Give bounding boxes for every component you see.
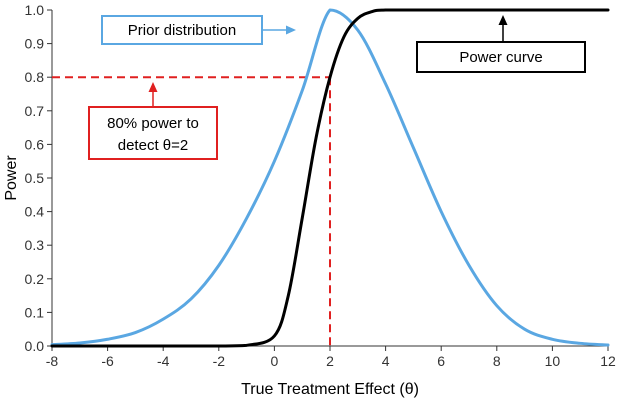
threshold-label-line2: detect θ=2	[118, 137, 188, 154]
x-tick-label: -6	[101, 353, 114, 369]
x-tick-label: -8	[46, 353, 59, 369]
y-tick-label: 0.7	[25, 103, 45, 119]
y-tick-label: 0.6	[25, 136, 45, 152]
y-tick-label: 0.9	[25, 36, 45, 52]
threshold-annotation: 80% power to detect θ=2	[88, 82, 218, 160]
x-tick-label: 0	[271, 353, 279, 369]
x-tick-label: 6	[437, 353, 445, 369]
y-tick-label: 0.0	[25, 338, 45, 354]
reference-lines	[52, 76, 331, 346]
x-axis-title: True Treatment Effect (θ)	[241, 381, 419, 398]
threshold-label-box	[88, 106, 218, 160]
prior-arrowhead	[286, 25, 296, 35]
tick-marks: -8 -6 -4 -2 0 2 4 6 8 10 12 0.0 0.1 0.2 0.3 0.4 0.5 0.6 0.…	[25, 2, 616, 369]
x-tick-label: 4	[382, 353, 390, 369]
power-curve-line	[50, 8, 610, 348]
power-label: Power curve	[459, 49, 542, 66]
prior-annotation: Prior distribution	[101, 15, 296, 45]
x-tick-label: 2	[326, 353, 334, 369]
power-label-box	[416, 41, 586, 73]
y-tick-label: 0.8	[25, 69, 45, 85]
y-tick-label: 0.2	[25, 271, 45, 287]
y-tick-label: 0.5	[25, 170, 45, 186]
prior-distribution-line	[50, 8, 610, 347]
x-tick-label: 8	[493, 353, 501, 369]
y-tick-label: 0.4	[25, 204, 45, 220]
x-tick-label: -2	[213, 353, 226, 369]
power-arrowhead	[498, 15, 508, 25]
x-tick-label: 12	[600, 353, 616, 369]
threshold-label-line1: 80% power to	[107, 115, 199, 132]
y-tick-label: 1.0	[25, 2, 45, 18]
prior-label: Prior distribution	[128, 22, 236, 39]
y-axis-title: Power	[3, 155, 20, 201]
series-lines	[50, 8, 610, 348]
y-tick-label: 0.1	[25, 304, 45, 320]
threshold-arrowhead	[148, 82, 158, 92]
power-annotation: Power curve	[416, 15, 586, 73]
x-tick-label: 10	[545, 353, 561, 369]
y-tick-label: 0.3	[25, 237, 45, 253]
x-tick-label: -4	[157, 353, 170, 369]
prior-label-box	[101, 15, 263, 45]
